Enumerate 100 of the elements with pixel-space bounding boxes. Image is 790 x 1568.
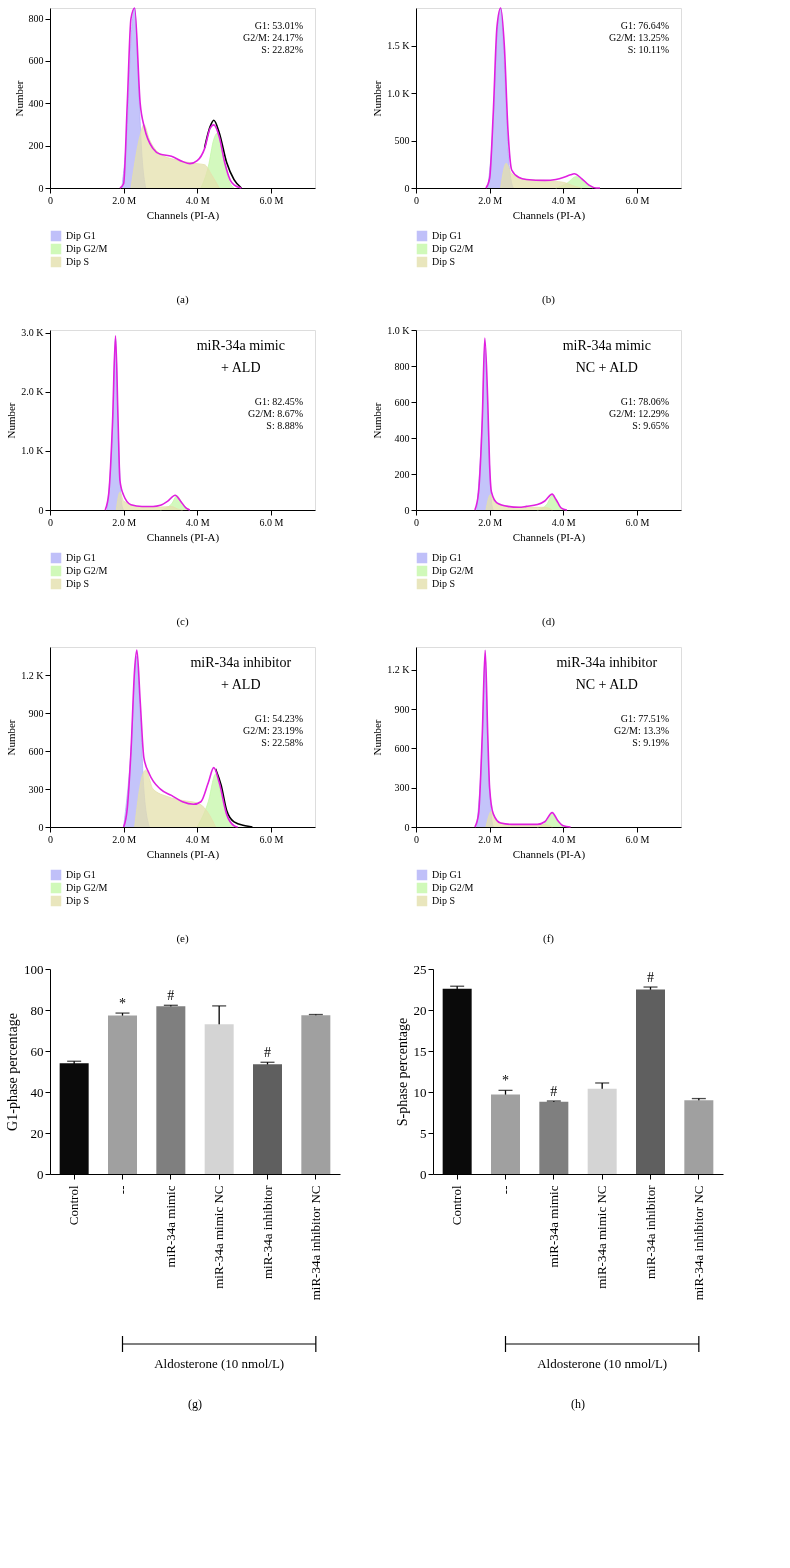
annotation: S: 8.88% <box>266 420 303 431</box>
annotation: G1: 82.45% <box>254 396 303 407</box>
annotation: G2/M: 23.19% <box>243 725 303 736</box>
y-tick-label: 200 <box>394 468 410 480</box>
annotation: G1: 78.06% <box>620 396 669 407</box>
legend-label: Dip G1 <box>66 552 96 563</box>
x-tick-label: 6.0 M <box>625 194 650 206</box>
x-tick-label: miR-34a mimic <box>545 1185 561 1268</box>
y-tick-label: 1.2 K <box>21 669 45 681</box>
y-tick-label: 1.0 K <box>21 445 45 457</box>
y-axis-title: Number <box>371 402 384 439</box>
x-tick-label: -- <box>497 1185 513 1195</box>
annotation: G2/M: 24.17% <box>243 32 303 43</box>
x-tick-label: 2.0 M <box>112 833 137 845</box>
line-series <box>485 7 601 189</box>
x-tick-label: miR-34a mimic NC <box>211 1185 227 1289</box>
legend-label: Dip G1 <box>66 869 96 880</box>
annotation: # <box>167 988 175 1004</box>
annotation: G2/M: 8.67% <box>248 408 303 419</box>
text: (b) <box>542 293 556 306</box>
y-tick-label: 600 <box>394 396 410 408</box>
text: Aldosterone (10 nmol/L) <box>537 1356 668 1371</box>
legend-label: Dip G1 <box>432 552 462 563</box>
legend-label: Dip S <box>66 256 90 267</box>
y-tick-label: 900 <box>394 703 410 715</box>
x-tick-label: 0 <box>48 833 53 845</box>
legend-label: Dip G2/M <box>66 243 108 254</box>
y-tick-label: 2.0 K <box>21 386 45 398</box>
x-tick-label: 6.0 M <box>259 833 284 845</box>
y-axis-title: Number <box>371 80 384 117</box>
legend-label: Dip G2/M <box>432 882 474 893</box>
annotation: S: 22.82% <box>261 44 303 55</box>
legend-label: Dip G1 <box>66 230 96 241</box>
x-tick-label: 6.0 M <box>625 516 650 528</box>
annotation: # <box>264 1045 271 1061</box>
x-tick-label: 0 <box>48 194 53 206</box>
y-tick-label: 1.2 K <box>387 664 411 676</box>
line-series <box>104 335 191 511</box>
x-tick-label: 0 <box>48 516 53 528</box>
legend-label: Dip S <box>432 256 456 267</box>
annotation: # <box>550 1084 558 1100</box>
y-axis-title: Number <box>371 719 384 756</box>
text: miR-34a mimic + ALD <box>196 338 285 375</box>
x-tick-label: 4.0 M <box>551 194 576 206</box>
annotation: * <box>502 1073 509 1089</box>
y-tick-label: 300 <box>28 783 44 795</box>
annotation: G1: 76.64% <box>620 20 669 31</box>
y-tick-label: 500 <box>394 135 410 147</box>
x-tick-label: miR-34a inhibitor NC <box>307 1185 323 1301</box>
x-axis-title: Channels (PI-A) <box>512 530 586 544</box>
legend-label: Dip S <box>66 895 90 906</box>
legend-label: Dip S <box>66 578 90 589</box>
annotation: G1: 53.01% <box>254 20 303 31</box>
y-tick-label: 20 <box>30 1125 44 1141</box>
x-axis-title: Channels (PI-A) <box>512 847 586 861</box>
legend-label: Dip G2/M <box>66 565 108 576</box>
x-tick-label: 2.0 M <box>112 516 137 528</box>
annotation: * <box>119 996 126 1012</box>
y-tick-label: 0 <box>404 821 410 833</box>
y-tick-label: 800 <box>28 13 44 25</box>
y-tick-label: 15 <box>413 1043 427 1059</box>
y-axis-title: Number <box>12 80 25 117</box>
y-tick-label: 1.5 K <box>387 40 411 52</box>
text: (h) <box>571 1397 585 1411</box>
annotation: G2/M: 13.25% <box>609 32 669 43</box>
x-tick-label: 2.0 M <box>112 194 137 206</box>
x-tick-label: 4.0 M <box>185 833 210 845</box>
x-tick-label: 4.0 M <box>185 194 210 206</box>
x-tick-label: 2.0 M <box>478 194 503 206</box>
text: miR-34a inhibitor + ALD <box>190 655 292 692</box>
x-tick-label: Control <box>449 1185 465 1226</box>
text: Aldosterone (10 nmol/L) <box>154 1356 285 1371</box>
y-tick-label: 0 <box>420 1166 427 1182</box>
x-tick-label: miR-34a mimic <box>162 1185 178 1268</box>
y-tick-label: 600 <box>28 55 44 67</box>
y-tick-label: 0 <box>38 821 44 833</box>
x-tick-label: miR-34a inhibitor NC <box>690 1185 706 1301</box>
text: (a) <box>176 293 189 306</box>
text: (e) <box>176 932 189 945</box>
y-tick-label: 600 <box>394 742 410 754</box>
y-tick-label: 0 <box>38 504 44 516</box>
annotation: G1: 54.23% <box>254 713 303 724</box>
y-tick-label: 900 <box>28 707 44 719</box>
y-tick-label: 3.0 K <box>21 327 45 339</box>
annotation: S: 9.65% <box>632 420 669 431</box>
x-axis-title: Channels (PI-A) <box>146 530 220 544</box>
y-tick-label: 800 <box>394 360 410 372</box>
legend-label: Dip G2/M <box>66 882 108 893</box>
annotation: S: 9.19% <box>632 737 669 748</box>
legend-label: Dip G2/M <box>432 565 474 576</box>
bar <box>587 1088 617 1174</box>
x-axis-title: Channels (PI-A) <box>146 208 220 222</box>
x-axis-title: Channels (PI-A) <box>512 208 586 222</box>
legend-label: Dip G1 <box>432 869 462 880</box>
x-tick-label: 2.0 M <box>478 833 503 845</box>
y-axis-title: S-phase percentage <box>394 1017 410 1127</box>
text: (d) <box>542 615 556 628</box>
y-tick-label: 25 <box>413 961 427 977</box>
x-tick-label: 6.0 M <box>259 194 284 206</box>
legend-label: Dip G1 <box>432 230 462 241</box>
